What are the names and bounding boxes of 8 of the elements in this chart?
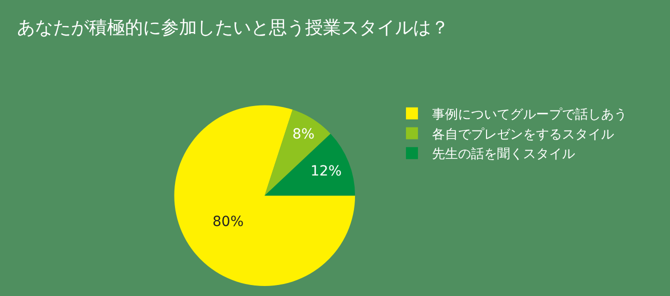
legend-label: 先生の話を聞くスタイル (432, 147, 575, 162)
legend-label: 各自でプレゼンをするスタイル (432, 127, 614, 142)
data-label: 8% (292, 126, 315, 142)
data-label: 12% (310, 163, 342, 180)
legend-label: 事例についてグループで話しあう (432, 107, 627, 122)
pie-slice (174, 105, 356, 286)
data-label: 80% (212, 214, 244, 230)
chart-title: あなたが積極的に参加したいと思う授業スタイルは？ (16, 17, 449, 38)
